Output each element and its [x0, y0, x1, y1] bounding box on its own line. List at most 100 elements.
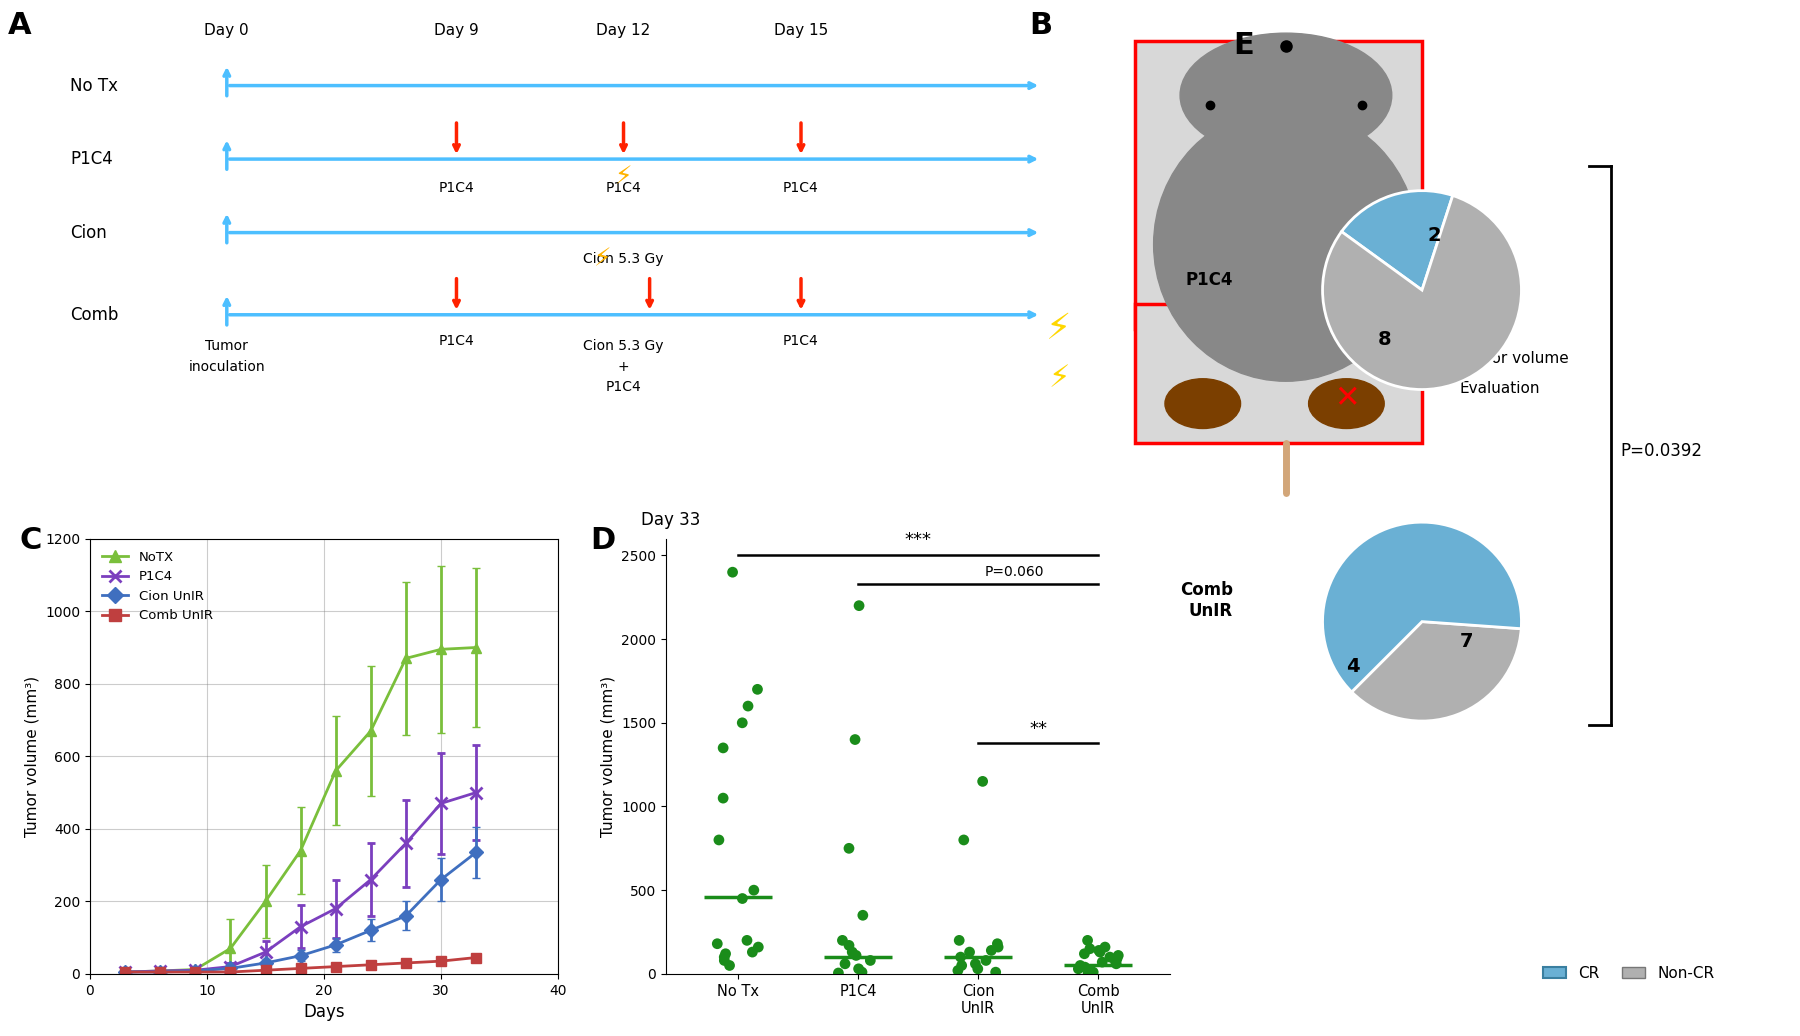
Point — [711, 946, 740, 962]
Point — [841, 731, 869, 748]
Point — [977, 942, 1006, 958]
Text: E: E — [1233, 31, 1255, 60]
Text: Cion 5.3 Gy: Cion 5.3 Gy — [583, 339, 664, 352]
Point — [848, 906, 877, 923]
Point — [961, 955, 990, 972]
Point — [844, 960, 873, 977]
Point — [1096, 949, 1125, 966]
Point — [963, 960, 992, 977]
Point — [1085, 944, 1114, 960]
Point — [715, 957, 743, 974]
Point — [1078, 963, 1107, 980]
Point — [981, 963, 1010, 980]
Point — [709, 952, 738, 969]
Point — [824, 965, 853, 981]
Point — [743, 681, 772, 697]
Point — [1076, 962, 1105, 979]
Point — [1103, 950, 1132, 967]
Text: Tumor volume: Tumor volume — [1460, 351, 1568, 367]
Text: Comb
UnIR: Comb UnIR — [1181, 581, 1233, 621]
Circle shape — [1165, 379, 1240, 429]
Text: 7: 7 — [1460, 632, 1474, 651]
Text: ***: *** — [904, 530, 932, 549]
Point — [718, 564, 747, 580]
Text: P1C4: P1C4 — [783, 180, 819, 195]
Point — [1084, 942, 1112, 958]
Legend: CR, Non-CR: CR, Non-CR — [1537, 959, 1721, 987]
Text: Cion 5.3 Gy: Cion 5.3 Gy — [583, 252, 664, 266]
Text: 2: 2 — [1427, 226, 1442, 244]
Wedge shape — [1352, 622, 1521, 721]
Point — [1100, 952, 1129, 969]
Text: Cion: Cion — [70, 224, 106, 241]
Point — [1073, 932, 1102, 949]
Point — [1102, 955, 1130, 972]
Text: ⚡: ⚡ — [1048, 365, 1069, 394]
Text: Day 12: Day 12 — [596, 23, 650, 38]
Text: 8: 8 — [1377, 330, 1391, 349]
Wedge shape — [1323, 196, 1521, 390]
Point — [738, 944, 767, 960]
Text: ⚡: ⚡ — [1382, 315, 1402, 343]
Point — [949, 832, 977, 848]
FancyBboxPatch shape — [1134, 305, 1422, 443]
Text: Evaluation: Evaluation — [1460, 381, 1541, 396]
Text: Day 15: Day 15 — [774, 23, 828, 38]
X-axis label: Days: Days — [302, 1003, 346, 1021]
Text: B: B — [1030, 10, 1051, 39]
Point — [956, 944, 985, 960]
Point — [1103, 947, 1132, 963]
Point — [727, 890, 756, 906]
Text: 4: 4 — [1346, 657, 1359, 675]
Text: P1C4: P1C4 — [1186, 270, 1233, 289]
FancyBboxPatch shape — [1134, 40, 1422, 329]
Point — [945, 932, 974, 949]
Point — [709, 789, 738, 806]
Text: inoculation: inoculation — [189, 361, 265, 374]
Point — [1091, 939, 1120, 955]
Point — [727, 715, 756, 731]
Point — [947, 957, 976, 974]
Text: C: C — [20, 525, 41, 554]
Text: P1C4: P1C4 — [70, 150, 113, 168]
Text: P1C4: P1C4 — [605, 180, 641, 195]
Text: ✕: ✕ — [1334, 384, 1359, 413]
Wedge shape — [1341, 191, 1453, 290]
Point — [972, 952, 1001, 969]
Text: Tumor: Tumor — [205, 339, 248, 352]
Point — [1087, 954, 1116, 971]
Point — [835, 938, 864, 954]
Text: Day 33: Day 33 — [641, 511, 700, 528]
Ellipse shape — [1154, 108, 1418, 381]
Point — [709, 740, 738, 756]
Text: D: D — [590, 525, 616, 554]
Circle shape — [1309, 379, 1384, 429]
Point — [740, 882, 769, 898]
Point — [702, 936, 731, 952]
Point — [983, 936, 1012, 952]
Point — [848, 963, 877, 980]
Point — [947, 949, 976, 966]
Text: +: + — [617, 361, 630, 374]
Point — [857, 952, 886, 969]
Wedge shape — [1323, 522, 1521, 692]
Y-axis label: Tumor volume (mm³): Tumor volume (mm³) — [25, 675, 40, 837]
Text: No Tx: No Tx — [70, 77, 119, 94]
Point — [704, 832, 733, 848]
Text: P1C4: P1C4 — [439, 180, 475, 195]
Legend: NoTX, P1C4, Cion UnIR, Comb UnIR: NoTX, P1C4, Cion UnIR, Comb UnIR — [97, 545, 218, 628]
Point — [1071, 959, 1100, 976]
Text: P=0.0392: P=0.0392 — [1620, 441, 1703, 460]
Point — [842, 947, 871, 963]
Text: ⚡: ⚡ — [616, 166, 632, 190]
Point — [828, 932, 857, 949]
Text: Day 9: Day 9 — [434, 23, 479, 38]
Point — [709, 949, 738, 966]
Point — [733, 932, 761, 949]
Point — [835, 840, 864, 857]
Text: Day 0: Day 0 — [205, 23, 248, 38]
Point — [1075, 965, 1103, 981]
Point — [1064, 960, 1093, 977]
Text: Comb: Comb — [70, 306, 119, 324]
Text: A: A — [7, 10, 31, 39]
